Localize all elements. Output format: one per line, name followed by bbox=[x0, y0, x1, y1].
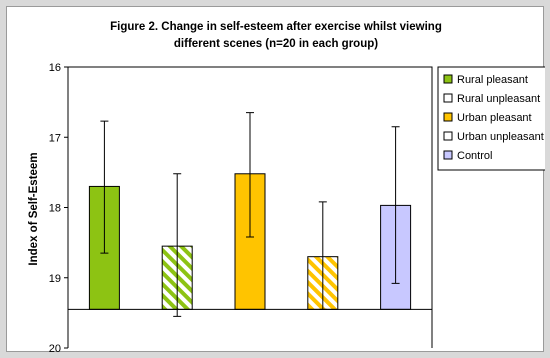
legend-label: Rural pleasant bbox=[457, 74, 528, 86]
chart-title-line-2: different scenes (n=20 in each group) bbox=[174, 38, 378, 50]
legend: Rural pleasant Rural unpleasant Urban plea… bbox=[437, 66, 545, 171]
legend-label: Control bbox=[457, 150, 492, 162]
error-bar-rural-pleasant bbox=[100, 120, 109, 254]
error-bar-urban-pleasant bbox=[246, 112, 254, 238]
y-tick-label: 17 bbox=[49, 132, 61, 144]
chart-canvas: Figure 2. Change in self-esteem after ex… bbox=[28, 21, 545, 353]
legend-swatch bbox=[443, 93, 453, 103]
y-tick-label: 19 bbox=[49, 273, 61, 285]
y-tick-label: 20 bbox=[49, 343, 61, 353]
legend-swatch bbox=[443, 150, 453, 160]
error-bar-control bbox=[391, 126, 400, 284]
y-tick-label: 18 bbox=[49, 203, 61, 215]
chart-title-line-1: Figure 2. Change in self-esteem after ex… bbox=[110, 21, 442, 33]
chart-frame: Figure 2. Change in self-esteem after ex… bbox=[6, 6, 545, 353]
legend-label: Urban pleasant bbox=[457, 112, 532, 124]
legend-label: Urban unpleasant bbox=[457, 131, 544, 143]
legend-label: Rural unpleasant bbox=[457, 93, 540, 105]
error-bar-rural-unpleasant bbox=[173, 173, 182, 317]
legend-box bbox=[437, 66, 545, 171]
plot-area: 16 17 18 19 20 bbox=[49, 62, 433, 353]
legend-swatch bbox=[443, 74, 453, 84]
legend-swatch bbox=[443, 131, 453, 141]
y-axis-title: Index of Self-Esteem bbox=[28, 152, 40, 265]
y-tick-label: 16 bbox=[49, 62, 61, 74]
legend-swatch bbox=[443, 112, 453, 122]
